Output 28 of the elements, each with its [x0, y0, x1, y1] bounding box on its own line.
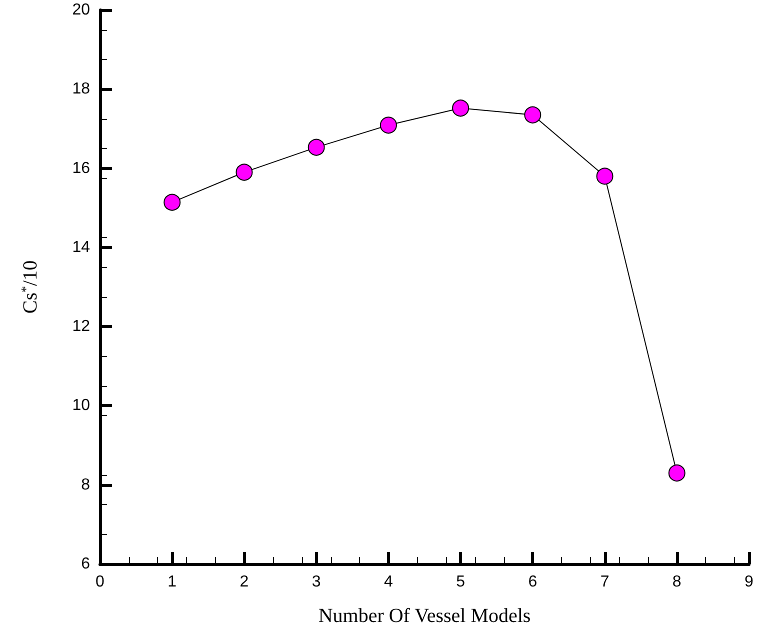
x-tick-label: 0 [96, 574, 105, 590]
y-tick-label: 18 [72, 80, 90, 98]
point [164, 194, 181, 211]
y-tick-label: 12 [72, 318, 90, 336]
x-tick-label: 7 [600, 574, 610, 590]
x-tick-label: 8 [672, 574, 682, 590]
point [236, 164, 253, 181]
point [524, 106, 542, 124]
x-tick-label: 6 [528, 574, 538, 590]
x-axis-title: Number Of Vessel Models [318, 605, 531, 627]
x-tick-label: 9 [744, 574, 754, 590]
y-tick-label: 16 [72, 160, 90, 177]
y-axis-title: Cs*/10 [18, 260, 42, 314]
y-tick-label: 20 [72, 2, 90, 18]
y-tick-label: 6 [81, 556, 90, 572]
x-tick-label: 5 [456, 574, 466, 590]
x-tick-label: 2 [240, 574, 249, 590]
point [380, 116, 397, 134]
point [308, 138, 325, 156]
y-tick-label: 14 [72, 238, 90, 256]
point [668, 464, 686, 482]
x-tick-label: 1 [168, 574, 177, 590]
x-tick-label: 4 [384, 574, 393, 590]
point [596, 168, 614, 185]
x-tick-label: 3 [312, 574, 321, 590]
y-tick-label: 8 [81, 476, 90, 494]
y-tick-label: 10 [72, 397, 90, 414]
point [452, 100, 470, 117]
